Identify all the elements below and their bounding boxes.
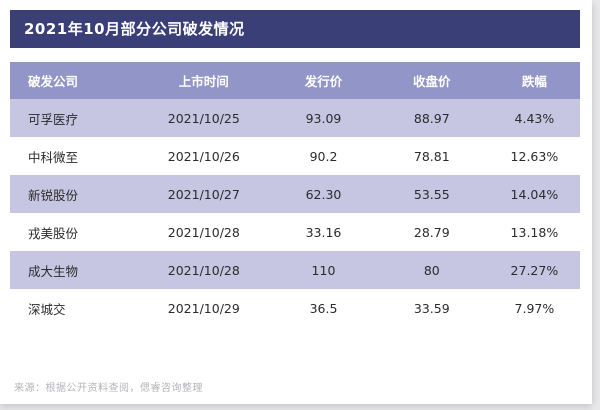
column-header: 上市时间	[135, 62, 273, 99]
table-cell: 13.18%	[488, 213, 580, 251]
table-cell: 成大生物	[10, 251, 136, 289]
table-row: 新锐股份 2021/10/27 62.30 53.55 14.04%	[10, 175, 580, 213]
table-cell: 深城交	[10, 289, 136, 327]
table-row: 中科微至 2021/10/26 90.2 78.81 12.63%	[10, 137, 580, 175]
table-card: 2021年10月部分公司破发情况 破发公司 上市时间 发行价 收盘价 跌幅 可孚医疗 20…	[0, 0, 592, 404]
column-header: 破发公司	[10, 62, 136, 99]
table-header: 破发公司 上市时间 发行价 收盘价 跌幅	[10, 62, 580, 99]
table-cell: 7.97%	[488, 289, 580, 327]
table-row: 深城交 2021/10/29 36.5 33.59 7.97%	[10, 289, 580, 327]
table-cell: 33.59	[374, 289, 489, 327]
table-header-row: 破发公司 上市时间 发行价 收盘价 跌幅	[10, 62, 580, 99]
table-cell: 93.09	[272, 99, 375, 137]
table-cell: 新锐股份	[10, 175, 136, 213]
table-cell: 12.63%	[488, 137, 580, 175]
table-cell: 62.30	[272, 175, 375, 213]
table-row: 戎美股份 2021/10/28 33.16 28.79 13.18%	[10, 213, 580, 251]
table-cell: 80	[374, 251, 489, 289]
source-note: 来源：根据公开资料查阅，偲睿咨询整理	[14, 383, 203, 394]
table-cell: 4.43%	[488, 99, 580, 137]
column-header: 发行价	[272, 62, 375, 99]
column-header: 收盘价	[374, 62, 489, 99]
table-cell: 14.04%	[488, 175, 580, 213]
table-cell: 110	[272, 251, 375, 289]
table-body: 可孚医疗 2021/10/25 93.09 88.97 4.43% 中科微至 2021/10…	[10, 99, 580, 327]
table-cell: 2021/10/25	[135, 99, 273, 137]
table-cell: 戎美股份	[10, 213, 136, 251]
table-cell: 2021/10/26	[135, 137, 273, 175]
table-cell: 88.97	[374, 99, 489, 137]
page-title: 2021年10月部分公司破发情况	[10, 10, 580, 48]
table-cell: 90.2	[272, 137, 375, 175]
table-cell: 2021/10/27	[135, 175, 273, 213]
table-cell: 2021/10/28	[135, 213, 273, 251]
table-cell: 33.16	[272, 213, 375, 251]
table-cell: 27.27%	[488, 251, 580, 289]
table-cell: 53.55	[374, 175, 489, 213]
table-cell: 可孚医疗	[10, 99, 136, 137]
table-cell: 中科微至	[10, 137, 136, 175]
column-header: 跌幅	[488, 62, 580, 99]
table-cell: 2021/10/28	[135, 251, 273, 289]
table-cell: 36.5	[272, 289, 375, 327]
table-row: 可孚医疗 2021/10/25 93.09 88.97 4.43%	[10, 99, 580, 137]
table-cell: 78.81	[374, 137, 489, 175]
table-cell: 2021/10/29	[135, 289, 273, 327]
table-row: 成大生物 2021/10/28 110 80 27.27%	[10, 251, 580, 289]
table-cell: 28.79	[374, 213, 489, 251]
broken-issue-table: 破发公司 上市时间 发行价 收盘价 跌幅 可孚医疗 2021/10/25 93.09 88.9…	[10, 62, 580, 327]
